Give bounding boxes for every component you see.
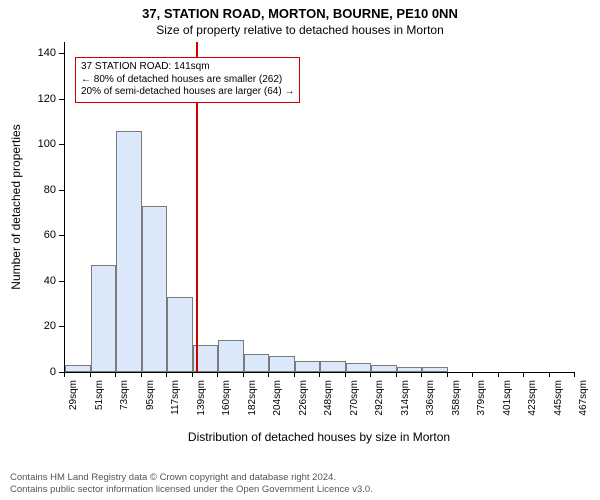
xtick-mark <box>421 372 422 377</box>
annotation-line2: ← 80% of detached houses are smaller (26… <box>81 74 294 87</box>
xtick-label: 182sqm <box>247 380 258 416</box>
ytick-label: 100 <box>0 138 56 150</box>
xtick-label: 73sqm <box>119 380 130 410</box>
ytick-label: 80 <box>0 184 56 196</box>
xtick-label: 314sqm <box>400 380 411 416</box>
histogram-bar <box>346 363 372 372</box>
xtick-label: 358sqm <box>451 380 462 416</box>
xtick-label: 226sqm <box>298 380 309 416</box>
xtick-mark <box>243 372 244 377</box>
annotation-box: 37 STATION ROAD: 141sqm ← 80% of detache… <box>75 57 300 103</box>
xtick-mark <box>319 372 320 377</box>
ytick-label: 20 <box>0 320 56 332</box>
xtick-mark <box>396 372 397 377</box>
histogram-bar <box>371 365 397 372</box>
chart-subtitle: Size of property relative to detached ho… <box>0 21 600 37</box>
ytick-label: 140 <box>0 47 56 59</box>
xtick-label: 336sqm <box>425 380 436 416</box>
xtick-mark <box>498 372 499 377</box>
xtick-mark <box>549 372 550 377</box>
xtick-label: 204sqm <box>272 380 283 416</box>
xtick-mark <box>141 372 142 377</box>
xtick-mark <box>115 372 116 377</box>
xtick-mark <box>64 372 65 377</box>
xtick-mark <box>217 372 218 377</box>
ytick-label: 40 <box>0 275 56 287</box>
chart-container: 37, STATION ROAD, MORTON, BOURNE, PE10 0… <box>0 0 600 500</box>
ytick-mark <box>59 190 64 191</box>
annotation-line1: 37 STATION ROAD: 141sqm <box>81 61 294 74</box>
xtick-label: 248sqm <box>323 380 334 416</box>
footer-line2: Contains public sector information licen… <box>10 484 590 496</box>
xtick-label: 29sqm <box>68 380 79 410</box>
xtick-label: 379sqm <box>476 380 487 416</box>
xtick-mark <box>472 372 473 377</box>
histogram-bar <box>320 361 346 372</box>
xtick-label: 160sqm <box>221 380 232 416</box>
ytick-label: 60 <box>0 229 56 241</box>
xtick-mark <box>574 372 575 377</box>
xtick-mark <box>294 372 295 377</box>
histogram-bar <box>269 356 295 372</box>
chart-title: 37, STATION ROAD, MORTON, BOURNE, PE10 0… <box>0 0 600 21</box>
xtick-mark <box>447 372 448 377</box>
ytick-mark <box>59 235 64 236</box>
footer: Contains HM Land Registry data © Crown c… <box>0 472 600 496</box>
xtick-label: 95sqm <box>145 380 156 410</box>
xtick-mark <box>192 372 193 377</box>
xtick-label: 423sqm <box>527 380 538 416</box>
plot-area: 37 STATION ROAD: 141sqm ← 80% of detache… <box>64 42 575 373</box>
ytick-mark <box>59 99 64 100</box>
histogram-bar <box>244 354 270 372</box>
histogram-bar <box>397 367 423 372</box>
histogram-bar <box>116 131 142 372</box>
histogram-bar <box>295 361 321 372</box>
xtick-label: 139sqm <box>196 380 207 416</box>
xtick-mark <box>268 372 269 377</box>
xtick-mark <box>166 372 167 377</box>
xtick-label: 51sqm <box>94 380 105 410</box>
xtick-label: 467sqm <box>578 380 589 416</box>
histogram-bar <box>218 340 244 372</box>
x-axis-label: Distribution of detached houses by size … <box>64 430 574 444</box>
histogram-bar <box>65 365 91 372</box>
xtick-mark <box>90 372 91 377</box>
histogram-bar <box>142 206 168 372</box>
ytick-mark <box>59 281 64 282</box>
xtick-mark <box>523 372 524 377</box>
ytick-mark <box>59 144 64 145</box>
ytick-label: 0 <box>0 366 56 378</box>
xtick-label: 292sqm <box>374 380 385 416</box>
histogram-bar <box>422 367 448 372</box>
ytick-mark <box>59 53 64 54</box>
histogram-bar <box>91 265 117 372</box>
ytick-label: 120 <box>0 93 56 105</box>
xtick-label: 270sqm <box>349 380 360 416</box>
xtick-label: 117sqm <box>170 380 181 415</box>
histogram-bar <box>167 297 193 372</box>
footer-line1: Contains HM Land Registry data © Crown c… <box>10 472 590 484</box>
ytick-mark <box>59 326 64 327</box>
xtick-label: 445sqm <box>553 380 564 416</box>
annotation-line3: 20% of semi-detached houses are larger (… <box>81 86 294 99</box>
xtick-mark <box>345 372 346 377</box>
xtick-label: 401sqm <box>502 380 513 416</box>
xtick-mark <box>370 372 371 377</box>
